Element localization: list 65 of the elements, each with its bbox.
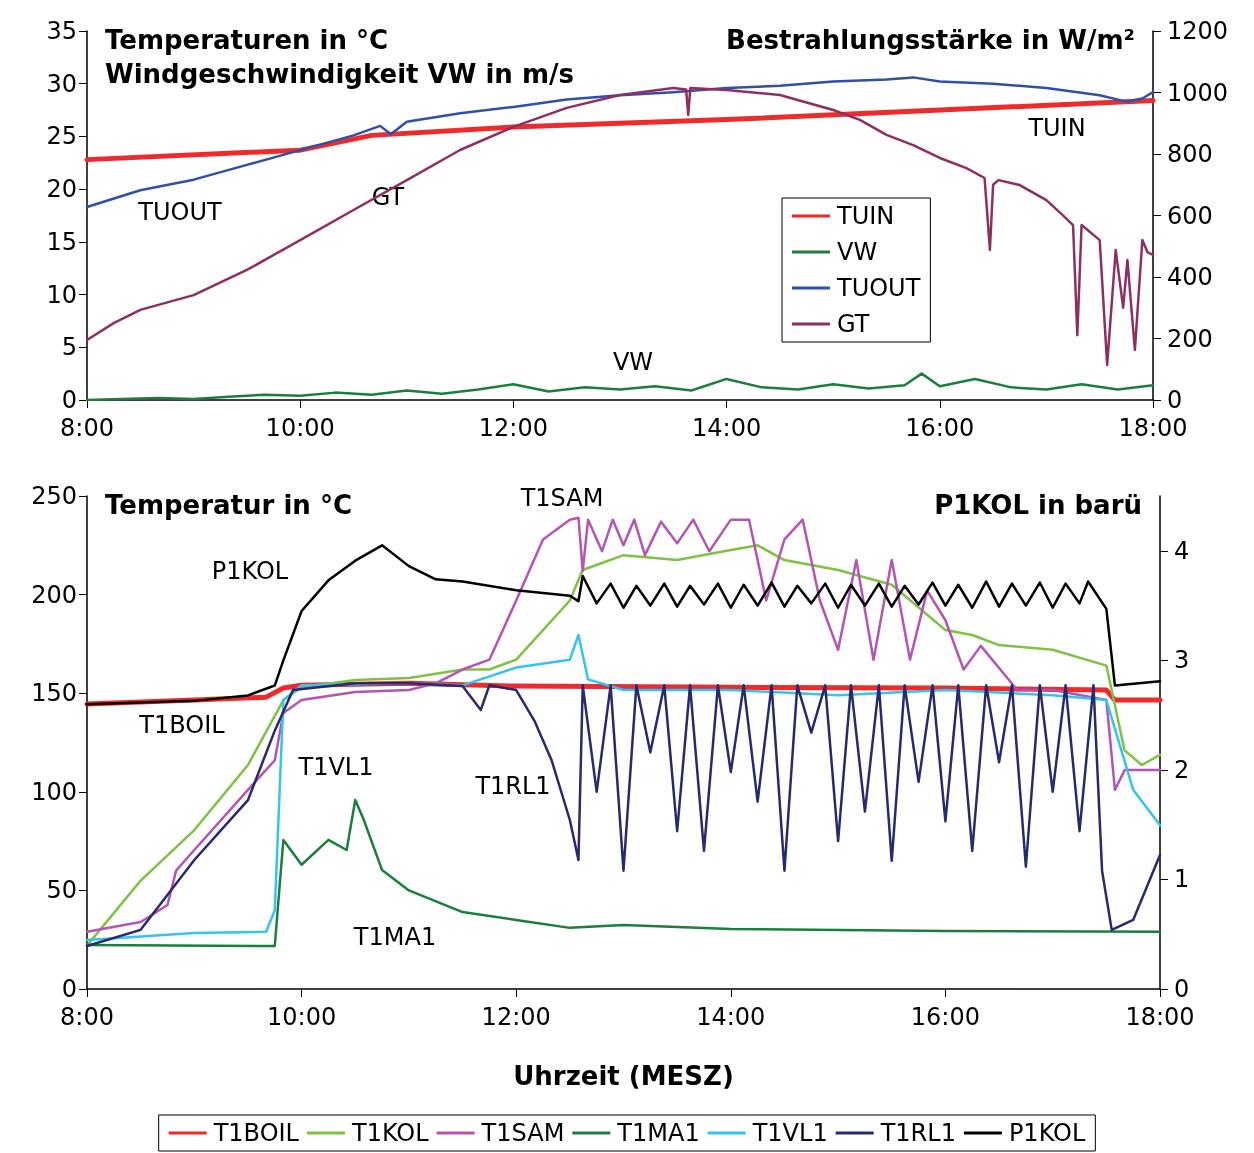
legend-label: T1KOL [350, 1119, 430, 1147]
y2-tick-label: 400 [1167, 263, 1213, 291]
y-tick-label: 0 [61, 975, 77, 1003]
legend-label: VW [837, 238, 878, 266]
annotation: T1SAM [519, 484, 604, 512]
legend-label: T1MA1 [616, 1119, 700, 1147]
x-tick-label: 8:00 [60, 1003, 114, 1031]
x-tick-label: 18:00 [1125, 1003, 1195, 1031]
y-tick-label: 0 [61, 386, 77, 414]
x-tick-label: 16:00 [905, 414, 975, 442]
y-tick-label: 15 [46, 227, 77, 256]
y-tick-label: 25 [46, 122, 77, 151]
legend-label: P1KOL [1008, 1119, 1086, 1147]
line-series [85, 798, 1162, 948]
annotation: TUIN [1027, 114, 1086, 142]
y2-tick-label: 600 [1167, 201, 1213, 230]
y-tick-label: 10 [46, 280, 77, 309]
y-tick-label: 50 [46, 876, 77, 905]
y-axis-title: Temperaturen in °C Windgeschwindigkeit VW in m/s [105, 25, 574, 89]
y2-tick-label: 1200 [1167, 17, 1229, 45]
y2-tick-label: 200 [1167, 324, 1213, 353]
x-tick-label: 14:00 [696, 1003, 766, 1031]
x-tick-label: 10:00 [267, 1003, 337, 1031]
y-tick-label: 35 [46, 17, 77, 45]
y-tick-label: 30 [46, 69, 77, 98]
legend-label: TUIN [836, 202, 895, 230]
y2-tick-label: 0 [1167, 386, 1183, 414]
annotation: VW [612, 348, 654, 376]
legend-label: T1RL1 [879, 1119, 956, 1147]
legend-label: GT [837, 310, 870, 338]
x-tick-label: 18:00 [1118, 414, 1188, 442]
x-tick-label: 14:00 [692, 414, 762, 442]
x-tick-label: 12:00 [481, 1003, 551, 1031]
legend-label: T1BOIL [212, 1119, 300, 1147]
annotation: T1BOIL [138, 711, 226, 739]
annotation: T1MA1 [352, 923, 437, 951]
y-tick-label: 5 [61, 333, 77, 362]
y2-tick-label: 1000 [1167, 78, 1229, 107]
y-tick-label: 250 [31, 482, 77, 510]
x-tick-label: 10:00 [265, 414, 335, 442]
y-tick-label: 200 [31, 580, 77, 609]
annotation: T1VL1 [297, 753, 374, 781]
y2-axis-title: Bestrahlungsstärke in W/m² [726, 25, 1135, 55]
x-tick-label: 16:00 [910, 1003, 980, 1031]
y2-tick-label: 800 [1167, 140, 1213, 168]
annotation: T1RL1 [474, 772, 551, 800]
y2-tick-label: 2 [1174, 755, 1190, 784]
legend-label: T1SAM [480, 1119, 565, 1147]
y2-tick-label: 4 [1174, 536, 1190, 565]
y2-tick-label: 1 [1174, 865, 1190, 894]
line-series [85, 682, 1162, 948]
x-axis-title: Uhrzeit (MESZ) [513, 1061, 734, 1091]
x-tick-label: 12:00 [478, 414, 548, 442]
y-tick-label: 100 [31, 777, 77, 806]
annotation: TUOUT [137, 198, 223, 226]
legend-label: T1VL1 [751, 1119, 828, 1147]
y2-tick-label: 3 [1174, 646, 1190, 675]
y-tick-label: 150 [31, 679, 77, 708]
y2-axis-title: P1KOL in barü [934, 490, 1142, 520]
y-axis-title: Temperatur in °C [105, 490, 352, 520]
legend-label: TUOUT [836, 274, 921, 302]
x-tick-label: 8:00 [60, 414, 114, 442]
annotation: P1KOL [211, 557, 289, 585]
y-tick-label: 20 [46, 175, 77, 204]
y2-tick-label: 0 [1174, 975, 1190, 1003]
